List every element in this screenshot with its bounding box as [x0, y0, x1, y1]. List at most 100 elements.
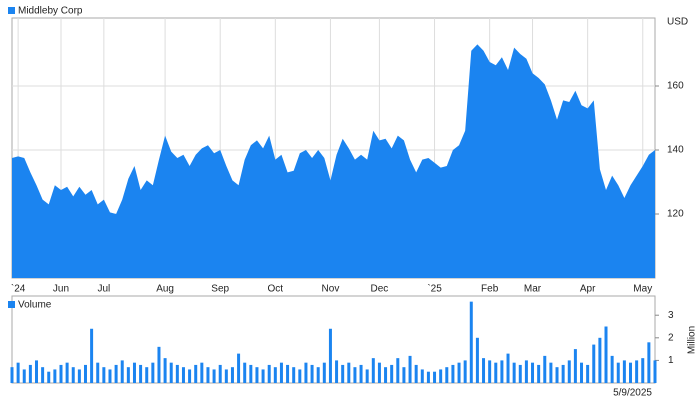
volume-bar [83, 364, 87, 383]
x-tick-label: Aug [156, 284, 174, 295]
volume-bar [457, 362, 461, 383]
volume-bar [506, 353, 510, 383]
volume-bar [488, 360, 492, 383]
volume-bar [622, 360, 626, 383]
x-tick-label: Feb [481, 284, 499, 295]
x-tick-label: Oct [268, 284, 284, 295]
volume-bar [328, 328, 332, 383]
volume-bar [34, 360, 38, 383]
volume-bar [77, 369, 81, 383]
y-tick-label: 140 [667, 145, 684, 156]
volume-bar [335, 360, 339, 383]
volume-bar [384, 367, 388, 383]
volume-bar [157, 346, 161, 383]
volume-bar [353, 367, 357, 383]
volume-bar [359, 364, 363, 383]
volume-bar [586, 364, 590, 383]
y-tick-label: 3 [668, 310, 674, 321]
volume-bar [249, 364, 253, 383]
volume-bar [145, 367, 149, 383]
volume-bar [445, 367, 449, 383]
volume-bar [16, 362, 20, 383]
volume-bar [653, 360, 657, 383]
volume-bar [616, 362, 620, 383]
volume-bar [279, 362, 283, 383]
volume-bar [28, 364, 32, 383]
volume-bar [451, 364, 455, 383]
volume-bar [561, 364, 565, 383]
x-tick-label: Mar [524, 284, 542, 295]
volume-bar [341, 364, 345, 383]
volume-bar [482, 358, 486, 383]
volume-bar [126, 367, 130, 383]
volume-bar [420, 369, 424, 383]
price-axis-label: USD [667, 17, 688, 28]
volume-bar [298, 369, 302, 383]
volume-bar [463, 360, 467, 383]
volume-bar [181, 367, 185, 383]
volume-axis-label: Million [687, 326, 698, 354]
volume-bar [200, 362, 204, 383]
volume-bar [114, 364, 118, 383]
x-tick-label: Jul [97, 284, 110, 295]
volume-bar [439, 369, 443, 383]
volume-bar [543, 355, 547, 383]
x-tick-label: `24 [11, 283, 26, 295]
volume-bar [237, 353, 241, 383]
volume-bar [390, 364, 394, 383]
volume-bar [206, 367, 210, 383]
volume-bar [59, 364, 63, 383]
volume-bar [537, 364, 541, 383]
y-tick-label: 120 [667, 209, 684, 220]
volume-bar [322, 362, 326, 383]
volume-bar [163, 358, 167, 383]
volume-bar [635, 360, 639, 383]
volume-bar [230, 367, 234, 383]
volume-bar [151, 362, 155, 383]
volume-bar [500, 360, 504, 383]
volume-bar [524, 360, 528, 383]
x-tick-label: Dec [371, 284, 389, 295]
volume-bar [604, 326, 608, 383]
volume-bar [255, 367, 259, 383]
volume-bar [22, 369, 26, 383]
volume-bar [120, 360, 124, 383]
volume-bar [90, 328, 94, 383]
volume-bar [512, 362, 516, 383]
legend-swatch [8, 301, 15, 308]
volume-bar [426, 371, 430, 383]
date-annotation: 5/9/2025 [613, 388, 652, 399]
y-tick-label: 1 [668, 355, 674, 366]
volume-bar [647, 342, 651, 383]
volume-bar [175, 364, 179, 383]
volume-bar [218, 364, 222, 383]
volume-bar [408, 355, 412, 383]
volume-bar [65, 362, 69, 383]
volume-bar [580, 362, 584, 383]
volume-bar [365, 369, 369, 383]
volume-bar [469, 301, 473, 383]
volume-bar [555, 367, 559, 383]
legend-label: Middleby Corp [18, 6, 83, 17]
volume-bar [41, 367, 45, 383]
volume-bar [573, 349, 577, 383]
volume-bar [433, 371, 437, 383]
volume-bar [641, 358, 645, 383]
volume-bar [347, 362, 351, 383]
y-tick-label: 2 [668, 332, 674, 343]
volume-bar [396, 358, 400, 383]
volume-bar [261, 369, 265, 383]
x-tick-label: `25 [427, 283, 442, 295]
volume-bar [371, 358, 375, 383]
volume-bar [132, 362, 136, 383]
volume-bar [549, 362, 553, 383]
volume-bar [475, 337, 479, 383]
legend-swatch [8, 7, 15, 14]
y-tick-label: 160 [667, 81, 684, 92]
volume-bar [592, 344, 596, 383]
volume-bar [139, 364, 143, 383]
volume-bar [102, 367, 106, 383]
volume-bar [53, 369, 57, 383]
volume-bar [610, 355, 614, 383]
